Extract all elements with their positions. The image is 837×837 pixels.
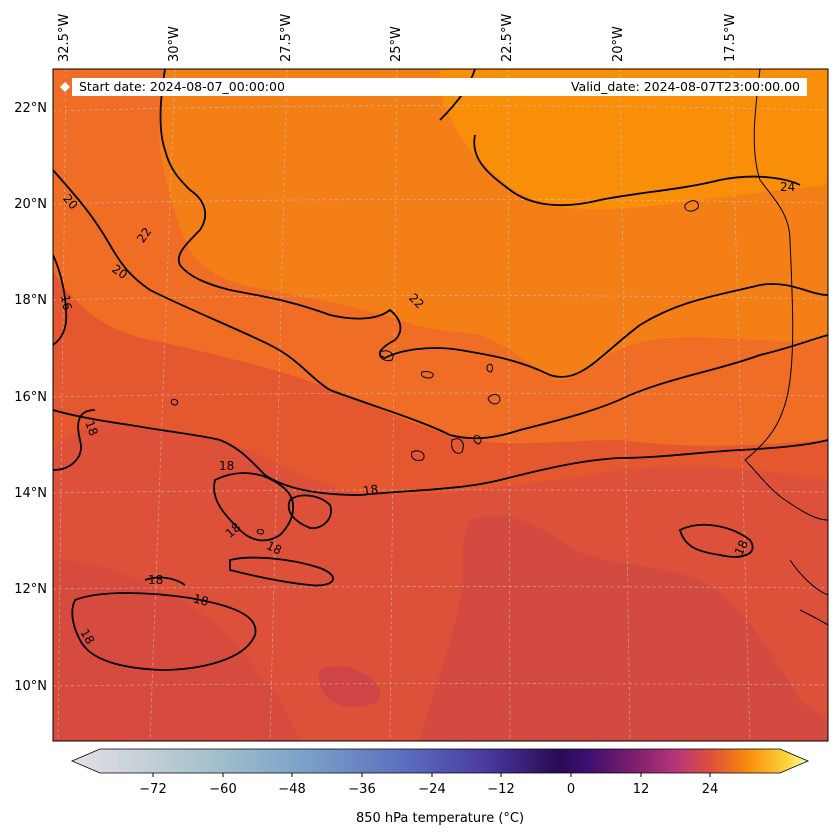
temperature-field xyxy=(53,69,828,741)
colorbar-tick-label: 24 xyxy=(702,782,719,797)
lon-label: 27.5°W xyxy=(279,14,294,62)
contour-label: 18 xyxy=(148,573,163,587)
contour-label: 24 xyxy=(780,180,795,194)
contour-label: 18 xyxy=(77,626,97,646)
lon-label: 20°W xyxy=(611,26,626,62)
start-date: Start date: 2024-08-07_00:00:00 xyxy=(79,79,285,94)
colorbar-ticks xyxy=(152,773,711,777)
map-frame xyxy=(52,68,829,742)
latitude-labels: 22°N 20°N 18°N 16°N 14°N 12°N 10°N xyxy=(14,101,47,694)
diamond-icon xyxy=(60,82,70,92)
longitude-labels: 32.5°W 30°W 27.5°W 25°W 22.5°W 20°W 17.5… xyxy=(57,14,738,62)
colorbar-tick-label: 0 xyxy=(567,782,575,797)
lon-label: 22.5°W xyxy=(500,14,515,62)
lat-label: 10°N xyxy=(14,679,47,694)
graticule xyxy=(53,69,828,741)
colorbar-label: 850 hPa temperature (°C) xyxy=(356,811,524,826)
contour-label: 16 xyxy=(58,294,74,311)
contour-label: 18 xyxy=(82,419,100,438)
colorbar-tick-label: −24 xyxy=(418,782,445,797)
contour-labels: 20 22 20 16 22 24 18 18 18 18 18 18 18 1… xyxy=(58,180,795,647)
date-banner: Start date: 2024-08-07_00:00:00 Valid_da… xyxy=(60,78,807,96)
lon-label: 30°W xyxy=(167,26,182,62)
contour-label: 18 xyxy=(219,459,234,473)
lat-label: 20°N xyxy=(14,197,47,212)
isotherm-contours xyxy=(53,69,828,671)
lat-label: 14°N xyxy=(14,486,47,501)
colorbar-tick-label: −12 xyxy=(487,782,514,797)
colorbar-tick-label: 12 xyxy=(633,782,650,797)
lon-label: 32.5°W xyxy=(57,14,72,62)
contour-label: 18 xyxy=(362,482,379,498)
lon-label: 17.5°W xyxy=(723,14,738,62)
colorbar-tick-label: −36 xyxy=(348,782,375,797)
colorbar-tick-label: −60 xyxy=(209,782,236,797)
coastlines xyxy=(170,69,828,626)
lat-label: 12°N xyxy=(14,582,47,597)
colorbar: −72 −60 −48 −36 −24 −12 0 12 24 850 hPa … xyxy=(70,748,810,826)
lat-label: 22°N xyxy=(14,101,47,116)
lat-label: 18°N xyxy=(14,293,47,308)
valid-date: Valid_date: 2024-08-07T23:00:00.00 xyxy=(571,79,800,94)
colorbar-tick-label: −48 xyxy=(278,782,305,797)
contour-label: 18 xyxy=(732,538,751,558)
colorbar-tick-label: −72 xyxy=(139,782,166,797)
contour-label: 18 xyxy=(192,591,210,608)
contour-label: 18 xyxy=(264,538,284,557)
lat-label: 16°N xyxy=(14,390,47,405)
lon-label: 25°W xyxy=(389,26,404,62)
